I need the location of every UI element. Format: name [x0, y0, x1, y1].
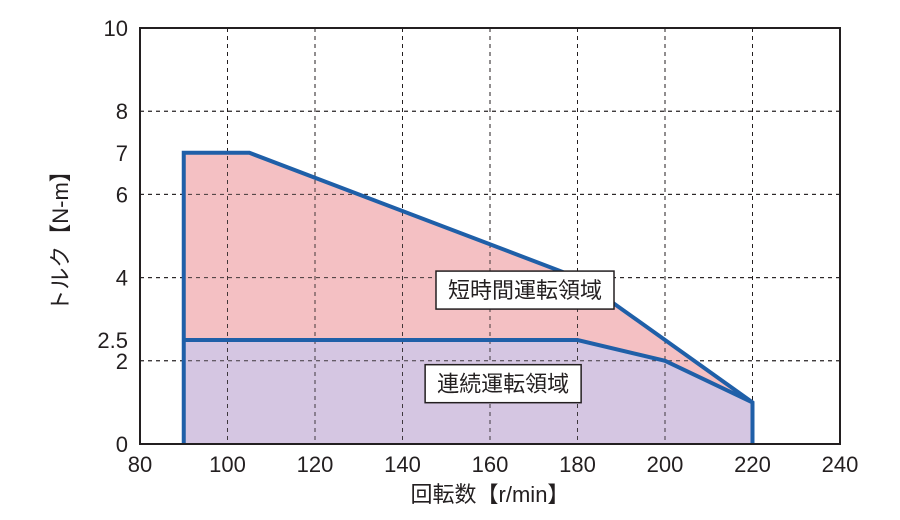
x-tick-label: 180	[559, 452, 596, 477]
x-tick-label: 140	[384, 452, 421, 477]
x-tick-label: 220	[734, 452, 771, 477]
continuous-label: 連続運転領域	[437, 372, 569, 397]
y-tick-label: 6	[116, 182, 128, 207]
y-tick-label: 0	[116, 432, 128, 457]
short-time-label: 短時間運転領域	[448, 278, 602, 303]
x-tick-label: 240	[822, 452, 859, 477]
y-axis-label: トルク【N-m】	[48, 160, 73, 312]
y-tick-label: 2.5	[97, 328, 128, 353]
chart-svg: 80100120140160180200220240022.5467810回転数…	[0, 0, 900, 520]
x-tick-label: 160	[472, 452, 509, 477]
y-tick-labels: 022.5467810	[97, 16, 128, 457]
x-tick-labels: 80 100 120 140 160 180 200 220 240	[128, 452, 859, 477]
y-tick-label: 4	[116, 266, 128, 291]
y-tick-label: 7	[116, 141, 128, 166]
y-tick-label: 8	[116, 99, 128, 124]
x-tick-label: 100	[209, 452, 246, 477]
torque-speed-chart: 80100120140160180200220240022.5467810回転数…	[0, 0, 900, 520]
x-tick-label: 200	[647, 452, 684, 477]
y-tick-label: 10	[104, 16, 128, 41]
x-axis-label: 回転数【r/min】	[411, 482, 570, 507]
x-tick-label: 80	[128, 452, 152, 477]
x-tick-label: 120	[297, 452, 334, 477]
